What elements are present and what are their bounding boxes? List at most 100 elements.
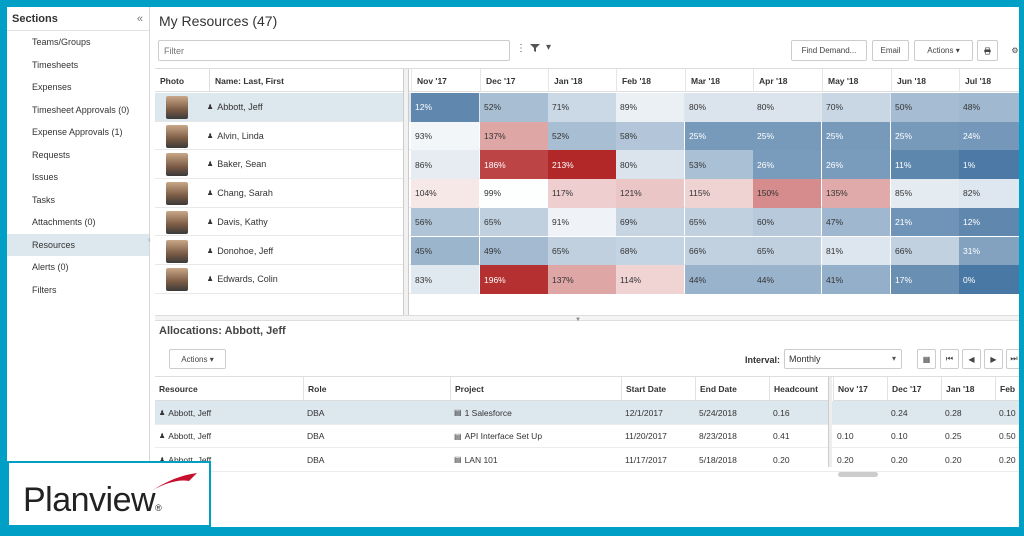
allocation-cell[interactable]: 26% bbox=[753, 150, 821, 180]
first-page-icon[interactable]: ⏮ bbox=[940, 349, 959, 369]
allocation-cell[interactable]: 117% bbox=[548, 179, 616, 208]
allocation-cell[interactable]: 150% bbox=[753, 179, 821, 208]
interval-select[interactable]: Monthly ▾ bbox=[784, 349, 902, 369]
sidebar-item[interactable]: Expense Approvals (1) bbox=[32, 127, 123, 138]
allocation-cell[interactable]: 71% bbox=[548, 93, 616, 122]
allocation-cell[interactable]: 25% bbox=[891, 121, 959, 151]
allocation-cell[interactable]: 52% bbox=[548, 121, 616, 151]
alloc-month-header[interactable]: Nov '17 bbox=[833, 377, 887, 401]
allocation-cell[interactable]: 70% bbox=[822, 93, 890, 122]
allocation-cell[interactable]: 66% bbox=[891, 236, 959, 266]
allocation-cell[interactable]: 56% bbox=[411, 207, 479, 237]
sidebar-item[interactable]: Tasks bbox=[32, 194, 56, 205]
allocation-cell[interactable]: 137% bbox=[548, 265, 616, 294]
allocation-cell[interactable]: 121% bbox=[616, 179, 684, 208]
sidebar-item[interactable]: Timesheet Approvals (0) bbox=[32, 104, 130, 115]
month-header[interactable]: Apr '18 bbox=[753, 69, 821, 92]
allocation-cell[interactable]: 86% bbox=[411, 150, 479, 180]
prev-page-icon[interactable]: ◀ bbox=[962, 349, 981, 369]
allocation-cell[interactable]: 93% bbox=[411, 121, 479, 151]
allocation-cell[interactable]: 68% bbox=[616, 236, 684, 266]
alloc-month-header[interactable]: Jan '18 bbox=[941, 377, 995, 401]
month-header[interactable]: Jun '18 bbox=[891, 69, 959, 92]
month-header[interactable]: Jul '18 bbox=[959, 69, 1019, 92]
resource-name[interactable]: ♟ Donohoe, Jeff bbox=[207, 237, 273, 265]
allocation-cell[interactable]: 45% bbox=[411, 236, 479, 266]
alloc-month-value[interactable]: 0.20 bbox=[891, 454, 908, 465]
splitter-grip-icon[interactable]: ▼ bbox=[575, 317, 581, 323]
filter-funnel-icon[interactable] bbox=[530, 43, 540, 56]
allocation-cell[interactable]: 1% bbox=[959, 150, 1019, 180]
alloc-month-header[interactable]: Dec '17 bbox=[887, 377, 941, 401]
month-header[interactable]: May '18 bbox=[822, 69, 890, 92]
alloc-col-header[interactable]: Resource bbox=[155, 377, 303, 401]
allocation-cell[interactable]: 58% bbox=[616, 121, 684, 151]
allocation-cell[interactable]: 44% bbox=[685, 265, 753, 294]
alloc-col-header[interactable]: Project bbox=[450, 377, 621, 401]
alloc-month-value[interactable]: 0.50 bbox=[999, 431, 1016, 442]
allocation-cell[interactable]: 48% bbox=[959, 93, 1019, 122]
sidebar-item[interactable]: Attachments (0) bbox=[32, 217, 96, 228]
allocation-cell[interactable]: 31% bbox=[959, 236, 1019, 266]
resource-name[interactable]: ♟ Abbott, Jeff bbox=[207, 93, 263, 121]
allocation-cell[interactable]: 11% bbox=[891, 150, 959, 180]
collapse-icon[interactable]: « bbox=[136, 12, 143, 25]
allocation-cell[interactable]: 99% bbox=[480, 179, 548, 208]
allocation-cell[interactable]: 82% bbox=[959, 179, 1019, 208]
allocation-cell[interactable]: 0% bbox=[959, 265, 1019, 294]
month-header[interactable]: Jan '18 bbox=[548, 69, 616, 92]
horizontal-splitter[interactable] bbox=[155, 315, 1019, 321]
allocation-cell[interactable]: 186% bbox=[480, 150, 548, 180]
grid-vertical-splitter[interactable] bbox=[403, 69, 409, 315]
print-icon[interactable] bbox=[977, 40, 998, 61]
allocation-cell[interactable]: 53% bbox=[685, 150, 753, 180]
allocation-cell[interactable]: 81% bbox=[822, 236, 890, 266]
resource-name[interactable]: ♟ Chang, Sarah bbox=[207, 179, 273, 207]
resource-row[interactable]: ♟ Alvin, Linda 93% 137% 52% 58% 25% 25% 25% 25% 24… bbox=[155, 121, 1019, 151]
allocation-cell[interactable]: 196% bbox=[480, 265, 548, 294]
allocation-cell[interactable]: 24% bbox=[959, 121, 1019, 151]
sidebar-item[interactable]: Filters bbox=[32, 284, 57, 295]
alloc-month-value[interactable]: 0.20 bbox=[999, 454, 1016, 465]
alloc-month-value[interactable]: 0.10 bbox=[837, 431, 854, 442]
allocation-cell[interactable]: 21% bbox=[891, 207, 959, 237]
alloc-month-value[interactable]: 0.10 bbox=[891, 431, 908, 442]
allocation-cell[interactable]: 66% bbox=[685, 236, 753, 266]
allocation-cell[interactable]: 60% bbox=[753, 207, 821, 237]
allocation-cell[interactable]: 25% bbox=[753, 121, 821, 151]
sidebar-item[interactable]: Expenses bbox=[32, 82, 72, 93]
allocation-cell[interactable]: 85% bbox=[891, 179, 959, 208]
month-header[interactable]: Feb '18 bbox=[616, 69, 684, 92]
alloc-row[interactable]: ♟Abbott, Jeff DBA ▤LAN 101 11/17/2017 5/18/2… bbox=[155, 448, 1019, 472]
month-header[interactable]: Mar '18 bbox=[685, 69, 753, 92]
alloc-month-value[interactable]: 0.10 bbox=[999, 407, 1016, 418]
allocation-cell[interactable]: 52% bbox=[480, 93, 548, 122]
alloc-col-header[interactable]: End Date bbox=[695, 377, 769, 401]
allocation-cell[interactable]: 69% bbox=[616, 207, 684, 237]
month-header[interactable]: Dec '17 bbox=[480, 69, 548, 92]
sidebar-item[interactable]: Alerts (0) bbox=[32, 262, 69, 273]
calendar-icon[interactable]: ▦ bbox=[917, 349, 936, 369]
allocation-cell[interactable]: 137% bbox=[480, 121, 548, 151]
month-header[interactable]: Nov '17 bbox=[411, 69, 479, 92]
sidebar-item[interactable]: Requests bbox=[32, 149, 71, 160]
alloc-month-value[interactable]: 0.20 bbox=[945, 454, 962, 465]
resource-row[interactable]: ♟ Donohoe, Jeff 45% 49% 65% 68% 66% 65% 81% 66% 31… bbox=[155, 236, 1019, 266]
alloc-row[interactable]: ♟ Abbott, Jeff DBA ▤ 1 Salesforce 12/1/2017 5/… bbox=[155, 401, 1019, 425]
allocation-cell[interactable]: 213% bbox=[548, 150, 616, 180]
allocation-cell[interactable]: 12% bbox=[411, 93, 479, 122]
allocation-cell[interactable]: 17% bbox=[891, 265, 959, 294]
alloc-col-header[interactable]: Start Date bbox=[621, 377, 695, 401]
allocation-cell[interactable]: 65% bbox=[685, 207, 753, 237]
resource-name[interactable]: ♟ Edwards, Colin bbox=[207, 265, 278, 293]
actions-button[interactable]: Actions ▾ bbox=[914, 40, 973, 61]
allocation-cell[interactable]: 91% bbox=[548, 207, 616, 237]
allocation-cell[interactable]: 115% bbox=[685, 179, 753, 208]
allocation-cell[interactable]: 104% bbox=[411, 179, 479, 208]
allocation-cell[interactable]: 65% bbox=[753, 236, 821, 266]
filter-input[interactable] bbox=[158, 40, 510, 61]
alloc-col-header[interactable]: Headcount bbox=[769, 377, 828, 401]
sidebar-item[interactable]: Issues bbox=[32, 172, 59, 183]
resource-name[interactable]: ♟ Alvin, Linda bbox=[207, 122, 264, 150]
allocation-cell[interactable]: 12% bbox=[959, 207, 1019, 237]
